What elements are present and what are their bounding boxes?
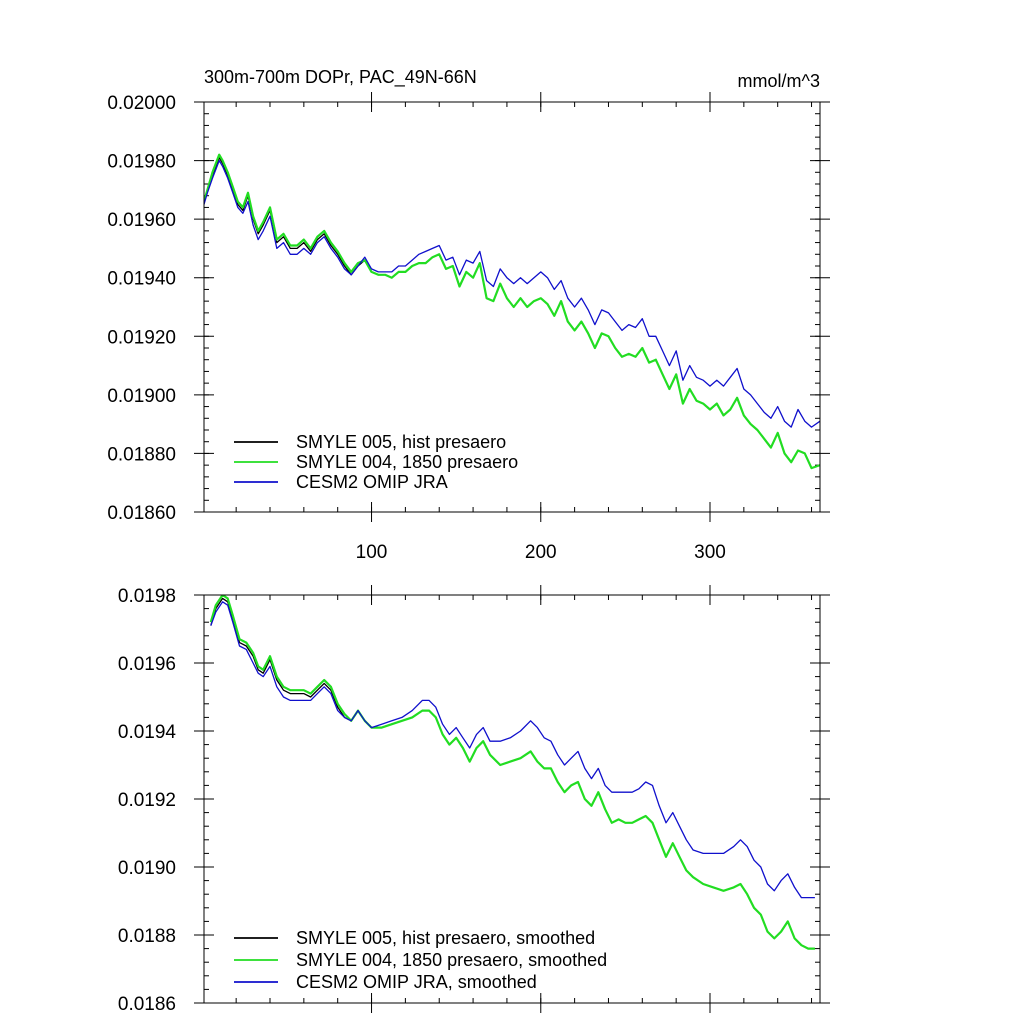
panel-top: 0.02000 0.01980 0.01960 0.01940 0.01920 0.019… (107, 92, 830, 563)
x-tick-label: 300 (694, 542, 726, 563)
panel-top-units: mmol/m^3 (738, 71, 820, 91)
y-tick-label: 0.0192 (118, 790, 176, 811)
series-line-2 (209, 595, 815, 950)
x-tick-label: 200 (525, 542, 557, 563)
legend-label-2: SMYLE 004, 1850 presaero (296, 452, 518, 472)
y-tick-label: 0.01900 (107, 386, 176, 407)
series-group (209, 595, 815, 950)
legend-label-1: SMYLE 005, hist presaero (296, 432, 506, 452)
panel-bottom: 0.0198 0.0196 0.0194 0.0192 0.0190 0.0188 0.01… (118, 585, 830, 1015)
series-line-3 (210, 601, 815, 899)
y-tick-label: 0.01920 (107, 327, 176, 348)
y-tick-label: 0.01940 (107, 269, 176, 290)
y-tick-label: 0.0198 (118, 586, 176, 607)
y-tick-label: 0.0194 (118, 722, 177, 743)
y-tick-label: 0.0186 (118, 994, 176, 1015)
plot-frame (203, 594, 821, 1004)
series-line-1 (204, 156, 820, 469)
series-line-3 (204, 159, 820, 428)
series-line-1 (210, 597, 815, 950)
y-tick-label: 0.02000 (107, 93, 176, 114)
y-tick-label: 0.01860 (107, 503, 176, 524)
panel-top-title: 300m-700m DOPr, PAC_49N-66N (204, 67, 477, 88)
legend: SMYLE 005, hist presaero, smoothedSMYLE … (234, 928, 607, 992)
legend-label-3: CESM2 OMIP JRA (296, 472, 448, 492)
y-tick-label: 0.0196 (118, 654, 176, 675)
legend-label-3: CESM2 OMIP JRA, smoothed (296, 972, 537, 992)
series-line-2 (204, 153, 820, 470)
y-tick-label: 0.0190 (118, 858, 176, 879)
y-tick-label: 0.01880 (107, 444, 176, 465)
y-tick-label: 0.01980 (107, 152, 176, 173)
y-tick-label: 0.01960 (107, 210, 176, 231)
y-tick-label: 0.0188 (118, 926, 176, 947)
plot-frame (203, 101, 821, 513)
legend-label-1: SMYLE 005, hist presaero, smoothed (296, 928, 595, 948)
x-tick-label: 100 (356, 542, 388, 563)
series-group (204, 153, 820, 470)
legend-label-2: SMYLE 004, 1850 presaero, smoothed (296, 950, 607, 970)
